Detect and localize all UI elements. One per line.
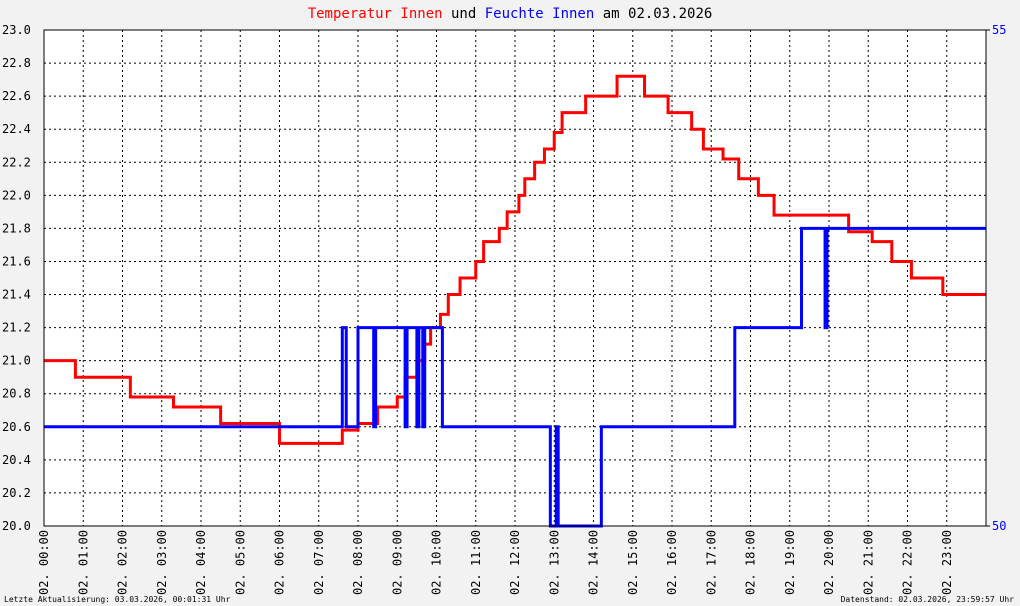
plot-area (44, 30, 986, 526)
x-tick-label: 02. 12:00 (508, 530, 522, 595)
x-tick-label: 02. 19:00 (783, 530, 797, 595)
y-tick-label: 20.0 (2, 519, 31, 533)
x-tick-label: 02. 20:00 (822, 530, 836, 595)
x-tick-label: 02. 05:00 (233, 530, 247, 595)
title-part: Feuchte Innen (485, 6, 595, 22)
x-tick-label: 02. 17:00 (704, 530, 718, 595)
y-tick-label: 22.8 (2, 56, 31, 70)
footer-left: Letzte Aktualisierung: 03.03.2026, 00:01… (4, 595, 231, 604)
title-part: und (451, 6, 476, 22)
chart-title: Temperatur Innen und Feuchte Innen am 02… (308, 6, 713, 22)
y-tick-label: 21.4 (2, 288, 31, 302)
x-tick-label: 02. 16:00 (665, 530, 679, 595)
x-tick-label: 02. 00:00 (37, 530, 51, 595)
x-tick-label: 02. 14:00 (587, 530, 601, 595)
y-tick-label: 23.0 (2, 23, 31, 37)
x-tick-label: 02. 03:00 (155, 530, 169, 595)
x-tick-label: 02. 07:00 (312, 530, 326, 595)
y-tick-label: 20.8 (2, 387, 31, 401)
series-line (44, 226, 986, 528)
x-tick-label: 02. 06:00 (273, 530, 287, 595)
plot-border (43, 29, 987, 527)
x-tick-label: 02. 09:00 (390, 530, 404, 595)
x-tick-label: 02. 23:00 (940, 530, 954, 595)
x-tick-label: 02. 11:00 (469, 530, 483, 595)
x-tick-label: 02. 18:00 (744, 530, 758, 595)
y-tick-label: 22.6 (2, 89, 31, 103)
x-tick-label: 02. 01:00 (76, 530, 90, 595)
y-tick-label: 21.6 (2, 254, 31, 268)
x-tick-label: 02. 08:00 (351, 530, 365, 595)
title-part: am 02.03.2026 (603, 6, 713, 22)
y-tick-label: 22.4 (2, 122, 31, 136)
y-tick-label: 22.2 (2, 155, 31, 169)
x-tick-label: 02. 15:00 (626, 530, 640, 595)
x-tick-label: 02. 21:00 (861, 530, 875, 595)
x-tick-label: 02. 04:00 (194, 530, 208, 595)
y2-tick-label: 55 (992, 23, 1006, 37)
y-tick-label: 20.2 (2, 486, 31, 500)
x-tick-label: 02. 22:00 (901, 530, 915, 595)
y-tick-label: 20.4 (2, 453, 31, 467)
y-tick-label: 21.8 (2, 221, 31, 235)
x-tick-label: 02. 02:00 (116, 530, 130, 595)
y-tick-label: 21.2 (2, 321, 31, 335)
x-tick-label: 02. 13:00 (547, 530, 561, 595)
y-tick-label: 20.6 (2, 420, 31, 434)
x-tick-label: 02. 10:00 (430, 530, 444, 595)
y-tick-label: 22.0 (2, 188, 31, 202)
y2-tick-label: 50 (992, 519, 1006, 533)
y-tick-label: 21.0 (2, 354, 31, 368)
title-part: Temperatur Innen (308, 6, 443, 22)
footer-right: Datenstand: 02.03.2026, 23:59:57 Uhr (841, 595, 1015, 604)
